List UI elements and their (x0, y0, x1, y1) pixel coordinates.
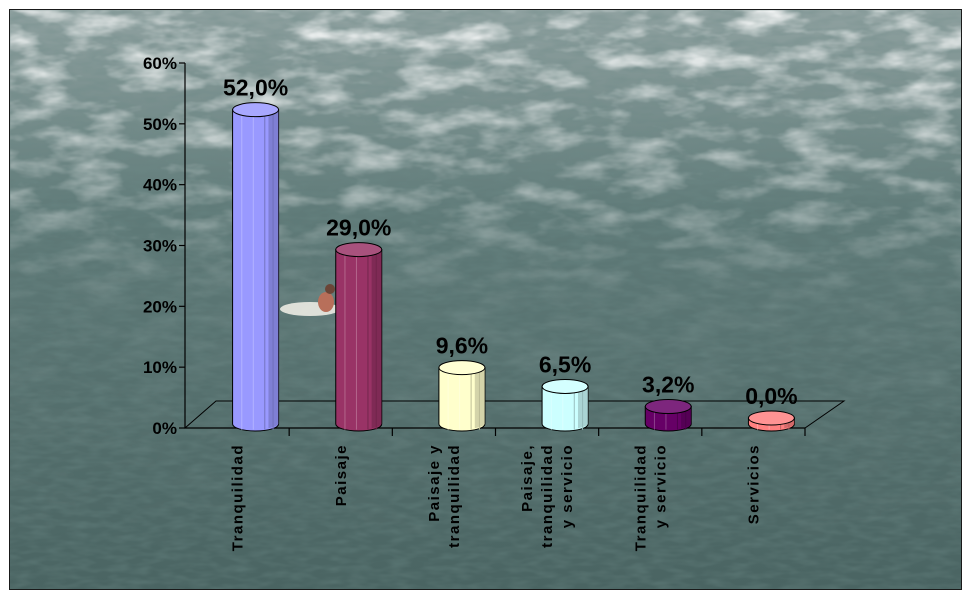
bar-top-cap (335, 242, 383, 258)
bar-top-cap (232, 102, 280, 118)
data-label: 52,0% (223, 75, 288, 101)
category-label: y servicio (559, 444, 576, 528)
data-label: 9,6% (436, 333, 488, 359)
category-label: Paisaje, (519, 444, 536, 512)
ocean-background (10, 10, 961, 589)
bar-shadow-side (474, 367, 485, 429)
y-tick-label: 30% (143, 237, 177, 256)
y-tick-label: 60% (143, 54, 177, 73)
bar-shadow-side (371, 249, 382, 429)
bar-4 (541, 378, 589, 432)
category-label: Paisaje y (426, 444, 443, 522)
bar-body (335, 249, 383, 432)
bar-1 (232, 102, 280, 432)
category-label: Tranquilidad (230, 444, 247, 551)
chart-frame: 0% 10% 20% 30% 40% 50% 60% 52,0% 29,0% 9,6% 6,5% 3… (9, 9, 962, 590)
chart-axes: 0% 10% 20% 30% 40% 50% 60% (143, 54, 846, 438)
bar-body (438, 367, 486, 432)
bar-6 (747, 410, 795, 432)
y-tick-label: 20% (143, 297, 177, 316)
data-label: 29,0% (326, 215, 391, 241)
category-label: Tranquilidad (632, 444, 649, 551)
data-label: 3,2% (642, 372, 694, 398)
y-tick-label: 0% (152, 419, 177, 438)
bar-top-cap (644, 399, 692, 415)
bar-body (541, 385, 589, 432)
chart-bars (232, 102, 795, 432)
bar-2 (335, 242, 383, 432)
y-tick-label: 50% (143, 115, 177, 134)
bar-5 (644, 399, 692, 432)
category-label: tranquilidad (446, 444, 463, 548)
bar-body (232, 109, 280, 432)
category-label: Servicios (745, 444, 762, 524)
data-label: 6,5% (539, 351, 591, 377)
bar-top-cap (438, 360, 486, 376)
surfer-figure (280, 284, 340, 316)
bar-shadow-side (577, 386, 589, 429)
category-label: y servicio (652, 444, 669, 528)
category-label: tranquilidad (539, 444, 556, 548)
y-tick-label: 10% (143, 358, 177, 377)
bar-chart: 0% 10% 20% 30% 40% 50% 60% 52,0% 29,0% 9,6% 6,5% 3… (10, 10, 961, 589)
data-label: 0,0% (745, 383, 797, 409)
bar-3 (438, 360, 486, 432)
y-tick-label: 40% (143, 176, 177, 195)
bar-top-cap (541, 378, 589, 394)
bar-top-cap (747, 410, 795, 426)
chart-labels: 52,0% 29,0% 9,6% 6,5% 3,2% 0,0% Tranquilidad Pa… (223, 75, 798, 552)
bar-shadow-side (268, 109, 279, 429)
category-label: Paisaje (333, 444, 350, 506)
